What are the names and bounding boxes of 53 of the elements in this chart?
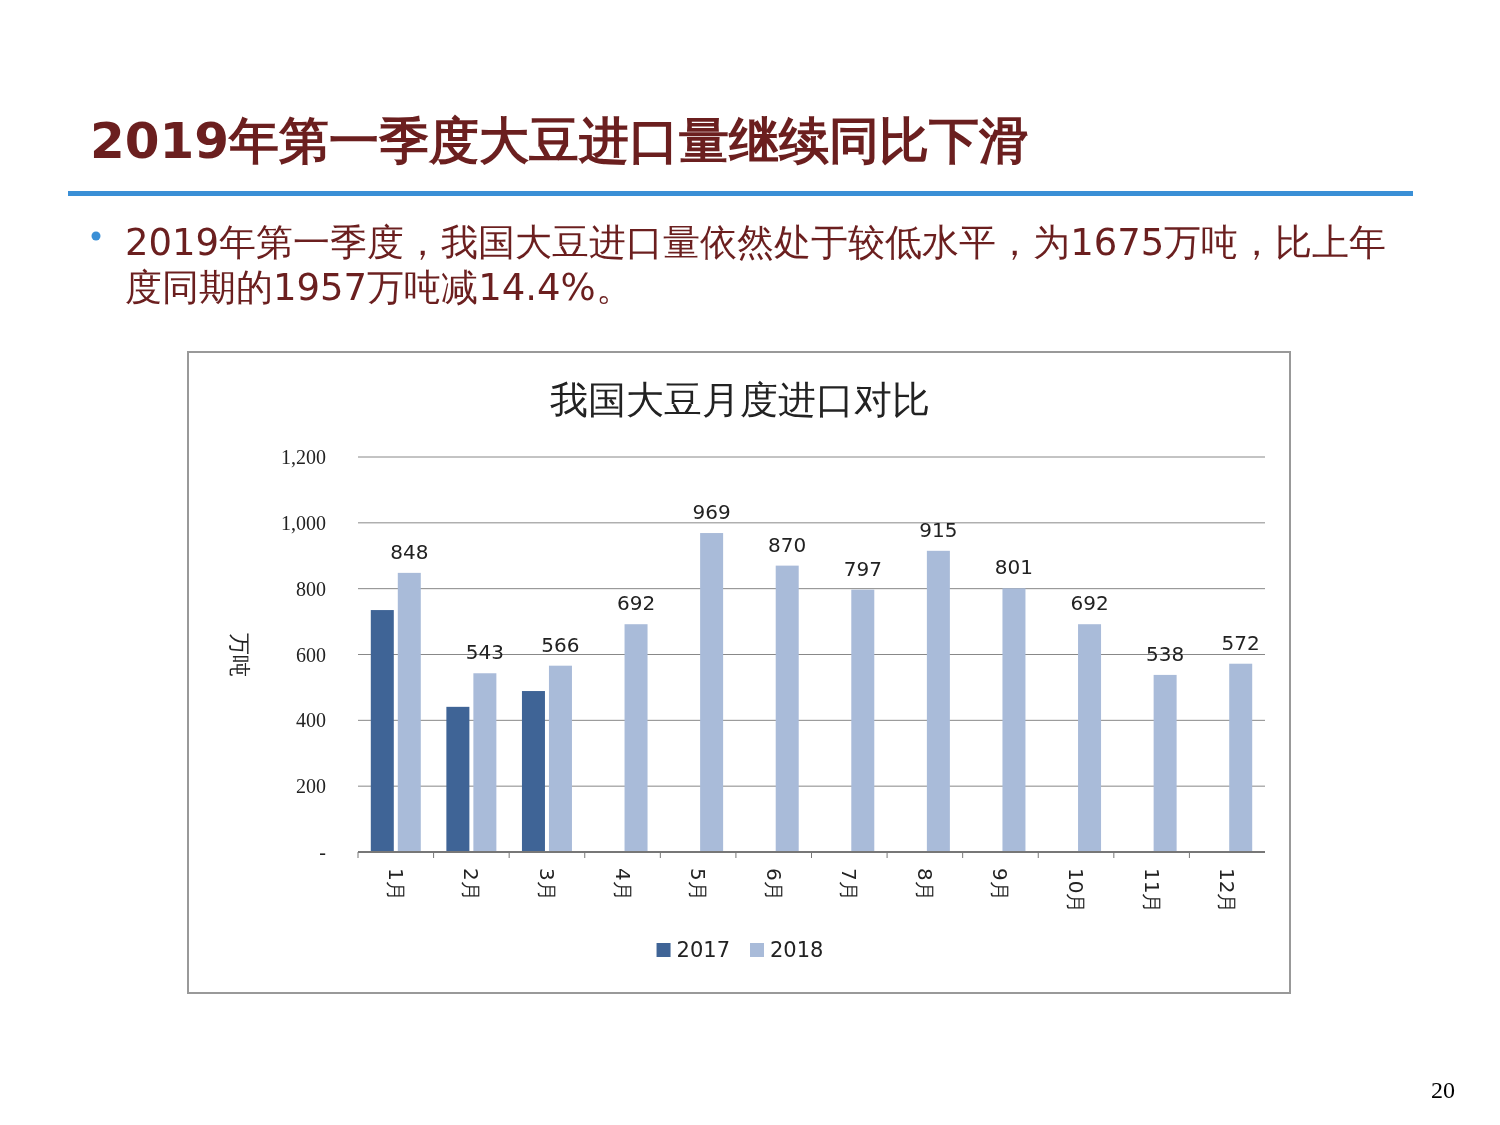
data-label: 870 [768,532,807,557]
bar [851,589,875,852]
data-label: 848 [390,539,429,564]
y-tick-label: 800 [296,577,326,600]
bar [446,706,470,852]
data-label: 566 [541,632,580,657]
data-label: 797 [843,556,882,581]
text: 2019年第一季度，我国大豆进口量依然处于较低水平，为1675万吨，比上年度同期的1957万吨减14.4%。 [125,221,1387,309]
bar [775,565,799,852]
bar [1078,624,1102,852]
data-label: 543 [465,640,504,665]
x-tick-label: 1月 [383,868,408,901]
data-label: 969 [692,500,731,525]
x-tick-label: 12月 [1215,868,1240,914]
bar [521,691,545,852]
y-axis-title: 万吨 [227,633,252,677]
y-tick-label: 600 [296,643,326,666]
text: 20 [1431,1077,1455,1103]
bar [624,624,648,852]
x-tick-label: 6月 [761,868,786,901]
bar [473,673,497,852]
bar [1229,663,1253,852]
bar [1153,674,1177,852]
x-tick-label: 2月 [459,868,484,901]
x-tick-label: 5月 [686,868,711,901]
x-tick-label: 3月 [534,868,559,901]
x-tick-label: 11月 [1139,868,1164,914]
y-tick-label: 1,200 [281,446,326,468]
bar [700,533,724,852]
data-label: 572 [1221,630,1260,655]
y-tick-label: 400 [296,709,326,732]
chart-subtitle: 我国大豆月度进口对比 [550,378,930,422]
chart-title: 2019年第一季度大豆进口量继续同比下滑 [90,112,1030,170]
legend-label: 2017 [676,938,730,962]
data-label: 692 [1070,591,1109,616]
bar [548,665,572,852]
bar [370,610,394,852]
x-tick-label: 8月 [912,868,937,901]
y-tick-label: - [319,841,326,863]
legend-label: 2018 [770,938,824,962]
bar [1002,588,1026,852]
x-tick-label: 4月 [610,868,635,901]
data-label: 692 [616,591,656,616]
data-label: 801 [994,555,1034,580]
y-tick-label: 200 [296,775,326,798]
x-tick-label: 9月 [988,868,1013,901]
y-tick-label: 1,000 [281,511,326,534]
x-tick-label: 10月 [1064,868,1089,914]
data-label: 538 [1146,641,1185,666]
data-label: 915 [919,517,958,542]
bar [926,550,950,852]
x-tick-label: 7月 [837,868,862,901]
bar [397,572,421,852]
